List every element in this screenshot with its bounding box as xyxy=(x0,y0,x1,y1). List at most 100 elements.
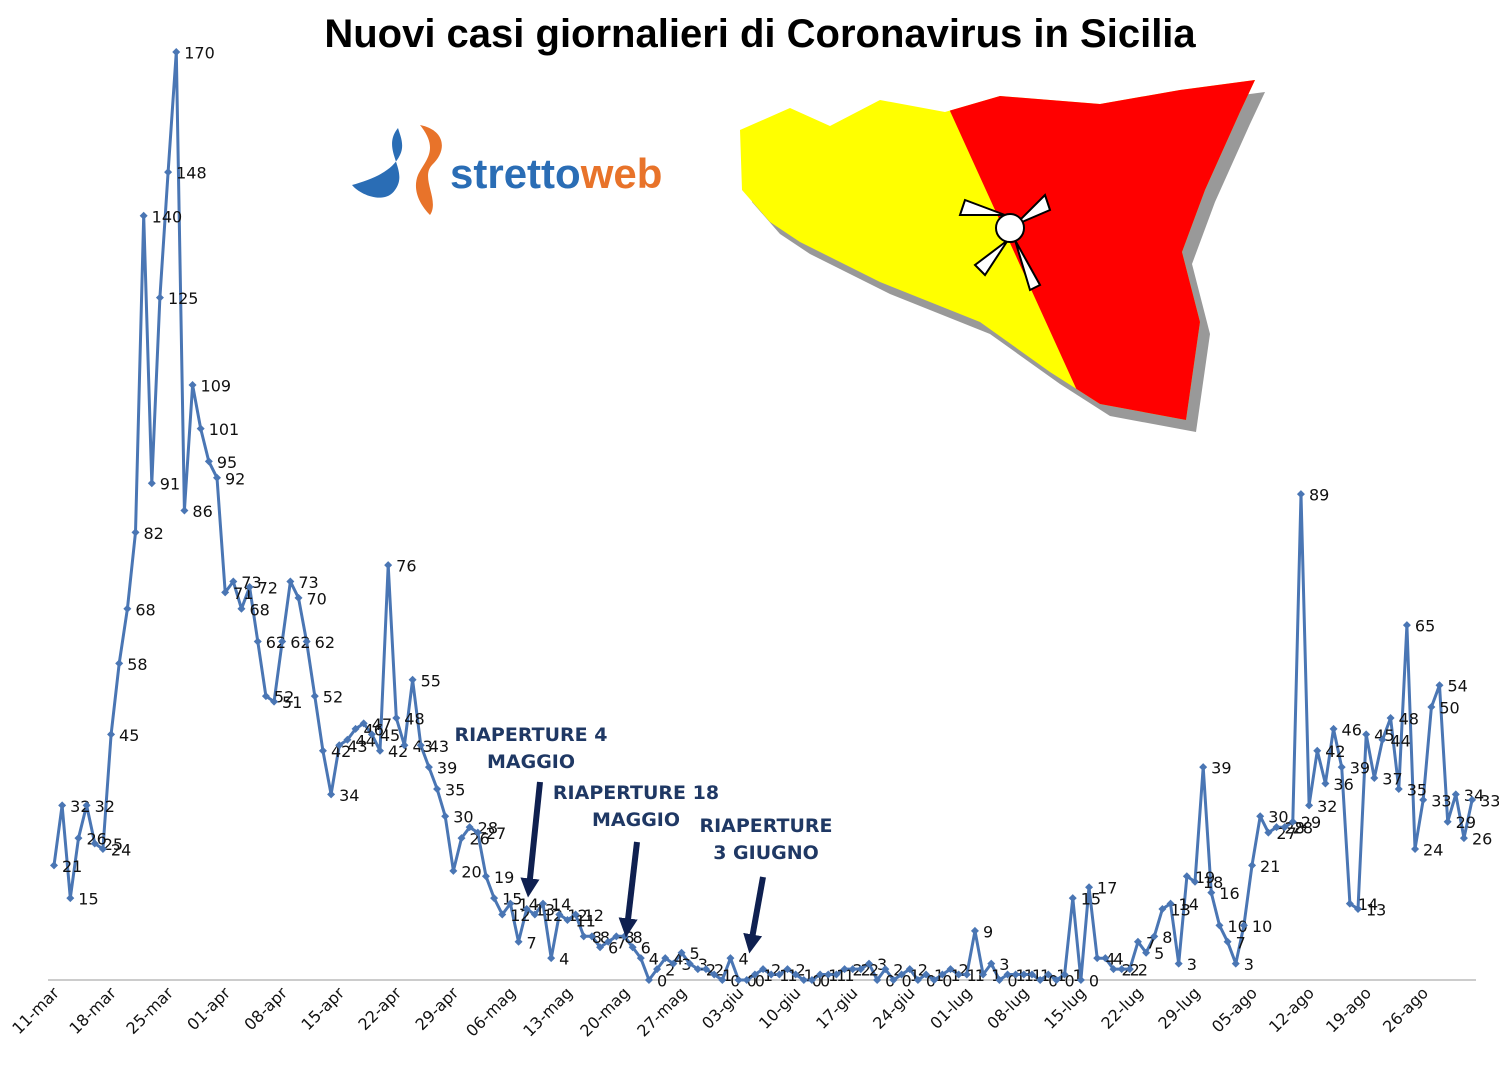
marker xyxy=(522,905,531,914)
marker xyxy=(930,976,939,984)
marker xyxy=(270,697,279,706)
annotation: MAGGIO xyxy=(592,809,680,831)
marker xyxy=(1093,954,1102,963)
data-label: 50 xyxy=(1439,699,1459,718)
marker xyxy=(1060,970,1069,979)
marker xyxy=(865,959,873,968)
marker xyxy=(922,970,931,979)
x-tick-label: 20-mag xyxy=(576,983,633,1040)
x-tick-label: 11-mar xyxy=(8,983,63,1038)
data-label: 58 xyxy=(127,655,147,674)
data-label: 2 xyxy=(853,961,863,980)
data-label: 73 xyxy=(298,573,318,592)
data-label: 28 xyxy=(1285,819,1305,838)
data-label: 62 xyxy=(315,633,335,652)
data-label: 39 xyxy=(1350,759,1370,778)
x-tick-label: 22-apr xyxy=(354,983,405,1034)
marker xyxy=(1044,970,1053,979)
marker xyxy=(1443,817,1452,826)
chart-title: Nuovi casi giornalieri di Coronavirus in… xyxy=(324,12,1196,56)
x-tick-label: 12-ago xyxy=(1265,983,1318,1036)
marker xyxy=(539,899,547,908)
data-label: 140 xyxy=(152,207,183,226)
data-label: 2 xyxy=(869,961,879,980)
marker xyxy=(816,970,825,979)
marker xyxy=(962,970,971,979)
data-label: 24 xyxy=(111,840,131,859)
data-label: 17 xyxy=(1097,879,1117,898)
data-label: 70 xyxy=(307,589,327,608)
data-label: 1 xyxy=(1040,966,1050,985)
marker xyxy=(1036,976,1045,984)
marker xyxy=(221,588,230,597)
marker xyxy=(1125,965,1134,974)
marker xyxy=(530,910,539,919)
data-label: 86 xyxy=(192,502,212,521)
marker xyxy=(465,823,474,832)
data-label: 68 xyxy=(135,600,155,619)
data-label: 32 xyxy=(70,797,90,816)
marker xyxy=(229,577,238,586)
marker xyxy=(506,899,515,908)
data-label: 72 xyxy=(258,578,278,597)
x-tick-label: 18-mar xyxy=(65,983,120,1038)
data-label: 54 xyxy=(1448,677,1468,696)
data-label: 43 xyxy=(347,737,367,756)
data-label: 12 xyxy=(584,906,604,925)
data-label: 37 xyxy=(1382,770,1402,789)
data-label: 19 xyxy=(494,868,514,887)
data-label: 2 xyxy=(796,961,806,980)
data-label: 148 xyxy=(176,164,207,183)
data-label: 15 xyxy=(1081,890,1101,909)
marker xyxy=(1411,844,1420,853)
data-label: 3 xyxy=(698,955,708,974)
data-label: 35 xyxy=(445,780,465,799)
data-label: 95 xyxy=(217,453,237,472)
marker xyxy=(1419,795,1428,804)
marker xyxy=(1394,784,1403,793)
marker xyxy=(416,741,425,750)
data-label: 68 xyxy=(249,600,269,619)
x-tick-label: 22-lug xyxy=(1097,983,1146,1032)
marker xyxy=(196,424,205,433)
data-label: 2 xyxy=(861,961,871,980)
data-label: 101 xyxy=(209,420,240,439)
marker xyxy=(424,763,433,772)
x-tick-label: 13-mag xyxy=(519,983,576,1040)
marker xyxy=(1386,713,1395,722)
marker xyxy=(376,746,384,755)
data-label: 10 xyxy=(1252,917,1272,936)
data-label: 3 xyxy=(877,955,887,974)
marker xyxy=(1158,905,1167,914)
data-label: 4 xyxy=(673,950,683,969)
marker xyxy=(889,976,898,984)
marker xyxy=(1256,812,1265,821)
marker xyxy=(367,730,376,739)
marker xyxy=(759,965,768,974)
x-tick-label: 06-mag xyxy=(462,983,519,1040)
data-label: 26 xyxy=(470,830,490,849)
marker xyxy=(669,959,678,968)
marker xyxy=(1345,899,1354,908)
data-label: 27 xyxy=(486,824,506,843)
marker xyxy=(294,593,303,602)
marker xyxy=(938,970,947,979)
data-label: 2 xyxy=(665,961,675,980)
annotation: MAGGIO xyxy=(487,751,575,773)
x-tick-label: 01-lug xyxy=(926,983,975,1032)
x-tick-label: 08-lug xyxy=(983,983,1032,1032)
data-label: 1 xyxy=(950,966,960,985)
data-label: 12 xyxy=(543,906,563,925)
annotation: RIAPERTURE 4 xyxy=(455,724,608,746)
marker xyxy=(514,937,523,946)
marker xyxy=(604,937,613,946)
data-label: 4 xyxy=(649,950,659,969)
annotation-arrow xyxy=(618,841,640,938)
data-label: 1 xyxy=(1032,966,1042,985)
marker xyxy=(563,915,572,924)
marker xyxy=(204,457,213,466)
marker xyxy=(1109,965,1118,974)
marker xyxy=(1296,490,1305,499)
data-label: 51 xyxy=(282,693,302,712)
data-label: 2 xyxy=(1122,961,1132,980)
